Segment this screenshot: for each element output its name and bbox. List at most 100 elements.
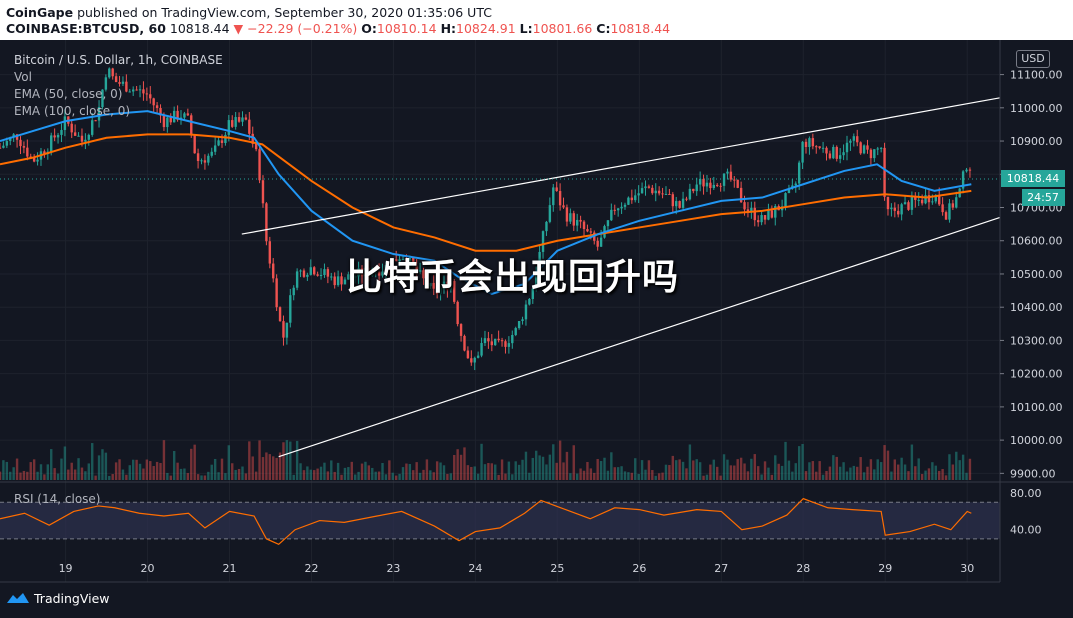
volume-bar bbox=[172, 450, 176, 480]
candle-body bbox=[483, 338, 487, 344]
volume-bar bbox=[313, 470, 316, 480]
candle-body bbox=[907, 202, 910, 210]
volume-bar bbox=[483, 464, 487, 480]
volume-bar bbox=[394, 475, 398, 480]
volume-bar bbox=[555, 462, 558, 480]
candle-body bbox=[118, 82, 121, 84]
x-tick-label: 22 bbox=[304, 562, 318, 575]
x-tick-label: 19 bbox=[59, 562, 73, 575]
candle-body bbox=[302, 270, 306, 277]
volume-bar bbox=[155, 461, 159, 480]
candle-body bbox=[292, 287, 295, 296]
candle-body bbox=[432, 282, 435, 289]
candle-body bbox=[350, 274, 353, 278]
volume-bar bbox=[80, 467, 84, 480]
volume-bar bbox=[613, 467, 616, 480]
volume-bar bbox=[176, 462, 179, 480]
x-tick-label: 20 bbox=[141, 562, 155, 575]
candle-body bbox=[849, 140, 852, 143]
volume-bar bbox=[183, 468, 186, 480]
candle-body bbox=[207, 155, 210, 163]
volume-bar bbox=[582, 470, 586, 480]
volume-bar bbox=[736, 459, 739, 480]
symbol: COINBASE:BTCUSD, 60 bbox=[6, 21, 166, 36]
candle-body bbox=[248, 119, 251, 134]
volume-bar bbox=[384, 474, 388, 480]
volume-bar bbox=[213, 458, 217, 480]
candle-body bbox=[418, 270, 422, 273]
volume-bar bbox=[326, 471, 330, 480]
volume-bar bbox=[815, 471, 818, 480]
open-label: O: bbox=[361, 21, 377, 36]
legend-vol: Vol bbox=[14, 70, 32, 84]
volume-bar bbox=[565, 451, 569, 480]
candle-body bbox=[681, 198, 685, 208]
candle-body bbox=[244, 117, 248, 120]
volume-bar bbox=[603, 457, 606, 480]
currency-button[interactable]: USD bbox=[1016, 50, 1050, 68]
volume-bar bbox=[456, 449, 459, 480]
candle-body bbox=[661, 193, 664, 195]
trendlines[interactable] bbox=[241, 97, 1001, 458]
volume-bar bbox=[418, 472, 422, 480]
countdown-tag-bg bbox=[1022, 189, 1065, 206]
candle-body bbox=[384, 264, 388, 272]
candle-body bbox=[497, 338, 500, 341]
publish-header: CoinGape published on TradingView.com, S… bbox=[0, 0, 1073, 40]
ema100-line bbox=[0, 133, 972, 252]
volume-bar bbox=[941, 469, 944, 480]
volume-bar bbox=[108, 475, 111, 480]
volume-bar bbox=[517, 464, 521, 480]
candle-body bbox=[446, 281, 449, 290]
low-value: 10801.66 bbox=[532, 21, 593, 36]
publisher-name[interactable]: CoinGape bbox=[6, 5, 74, 20]
candle-body bbox=[391, 259, 394, 269]
candle-body bbox=[897, 210, 900, 215]
volume-bar bbox=[948, 454, 951, 480]
volume-bar bbox=[879, 462, 883, 480]
candle-body bbox=[135, 89, 138, 91]
volume-bar bbox=[712, 459, 715, 480]
volume-bar bbox=[330, 460, 333, 480]
legend-ema100: EMA (100, close, 0) bbox=[14, 104, 131, 118]
candle-body bbox=[756, 220, 760, 223]
candle-body bbox=[190, 115, 193, 135]
volume-bar bbox=[340, 474, 343, 480]
candle-body bbox=[449, 281, 453, 290]
candle-body bbox=[2, 145, 5, 148]
volume-bar bbox=[535, 450, 538, 480]
down-arrow-icon: ▼ bbox=[233, 21, 244, 36]
volume-bar bbox=[299, 463, 302, 480]
candle-body bbox=[709, 182, 712, 189]
candle-body bbox=[582, 221, 586, 230]
volume-bar bbox=[733, 465, 736, 480]
candle-body bbox=[94, 120, 97, 122]
candle-body bbox=[200, 160, 203, 162]
volume-bar bbox=[797, 446, 801, 480]
volume-bar bbox=[753, 454, 756, 480]
candle-body bbox=[473, 357, 476, 363]
candle-body bbox=[265, 203, 268, 242]
candle-body bbox=[504, 341, 507, 347]
volume-bar bbox=[476, 473, 480, 480]
volume-bar bbox=[56, 473, 60, 480]
candle-body bbox=[743, 202, 746, 210]
candle-body bbox=[917, 199, 920, 201]
candle-body bbox=[162, 115, 166, 128]
chart-legend: Bitcoin / U.S. Dollar, 1h, COINBASE Vol … bbox=[14, 52, 223, 120]
volume-bar bbox=[698, 462, 702, 480]
volume-bar bbox=[162, 440, 166, 480]
candle-body bbox=[736, 179, 739, 188]
volume-bar bbox=[890, 471, 893, 480]
tradingview-logo[interactable]: TradingView bbox=[6, 591, 110, 608]
volume-bar bbox=[128, 465, 131, 480]
rsi-tick-label: 40.00 bbox=[1010, 524, 1042, 537]
watermark-title: 比特币会出现回升吗 bbox=[346, 257, 680, 298]
candle-body bbox=[808, 138, 811, 147]
time-axis[interactable]: 19 20 21 22 23 24 25 26 27 28 29 30 bbox=[59, 562, 975, 575]
volume-bar bbox=[203, 475, 207, 480]
candle-body bbox=[675, 201, 678, 207]
candle-body bbox=[494, 338, 497, 346]
price-axis[interactable]: 11100.0011000.0010900.0010800.0010700.00… bbox=[1000, 69, 1063, 537]
